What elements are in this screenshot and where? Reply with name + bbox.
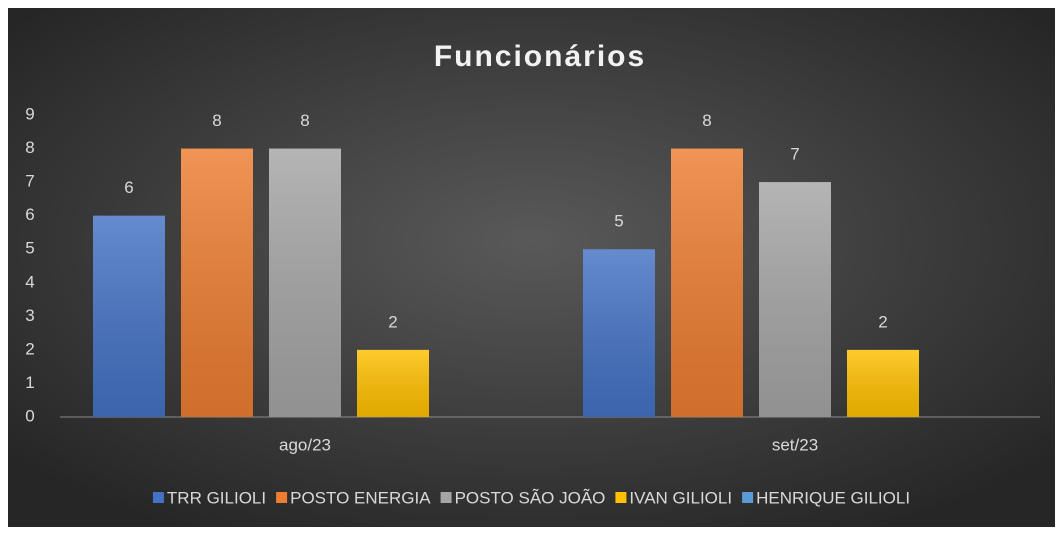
y-tick-label: 1 <box>25 373 34 392</box>
data-label: 5 <box>614 212 623 231</box>
bar-shade <box>269 148 341 418</box>
legend-label: POSTO ENERGIA <box>290 488 431 507</box>
legend-swatch <box>615 492 627 503</box>
bar-shade <box>759 182 831 417</box>
data-label: 7 <box>790 145 799 164</box>
x-tick-label: ago/23 <box>279 435 331 454</box>
y-tick-label: 5 <box>25 239 34 258</box>
y-tick-label: 2 <box>25 339 34 358</box>
y-tick-label: 6 <box>25 205 34 224</box>
x-tick-label: set/23 <box>772 435 818 454</box>
legend-label: TRR GILIOLI <box>167 488 266 507</box>
data-label: 6 <box>124 178 133 197</box>
data-label: 8 <box>212 111 221 130</box>
data-label: 2 <box>878 312 887 331</box>
bar-shade <box>357 349 429 417</box>
bar-shade <box>847 349 919 417</box>
legend-swatch <box>440 492 452 503</box>
legend-swatch <box>276 492 288 503</box>
legend-label: POSTO SÃO JOÃO <box>455 488 606 507</box>
chart-title: Funcionários <box>434 40 646 73</box>
bar-shade <box>93 215 165 417</box>
y-tick-label: 0 <box>25 406 34 425</box>
y-tick-label: 9 <box>25 104 34 123</box>
y-tick-label: 7 <box>25 172 34 191</box>
legend-label: IVAN GILIOLI <box>629 488 732 507</box>
chart-background <box>8 8 1055 527</box>
bar-shade <box>181 148 253 418</box>
y-tick-label: 4 <box>25 272 34 291</box>
bar-shade <box>671 148 743 418</box>
y-tick-label: 8 <box>25 138 34 157</box>
data-label: 8 <box>300 111 309 130</box>
legend-label: HENRIQUE GILIOLI <box>756 488 910 507</box>
y-tick-label: 3 <box>25 306 34 325</box>
data-label: 8 <box>702 111 711 130</box>
data-label: 2 <box>388 312 397 331</box>
legend-swatch <box>152 492 164 503</box>
bar-shade <box>583 249 655 417</box>
legend-swatch <box>742 492 754 503</box>
